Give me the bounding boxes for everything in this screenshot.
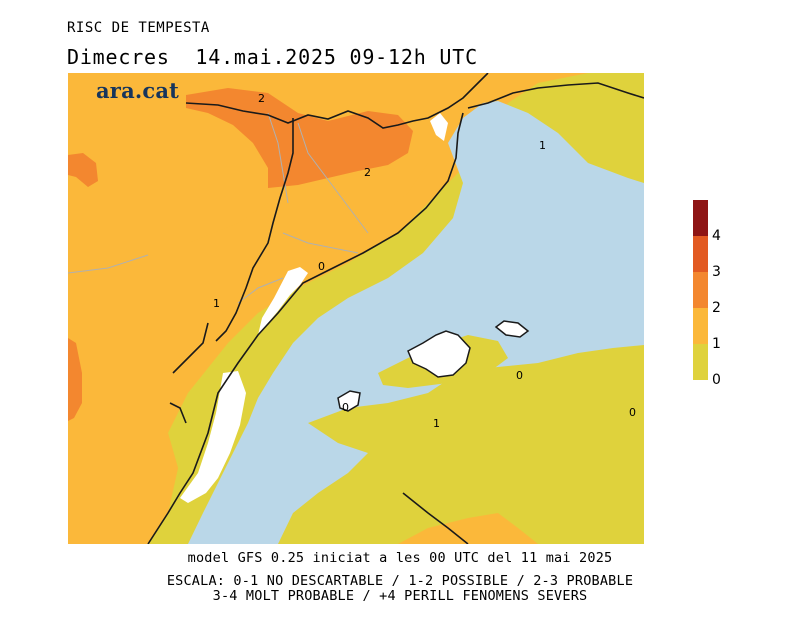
legend-swatch-level-1 <box>693 308 708 344</box>
legend-tick-4: 4 <box>712 228 721 244</box>
contour-label: 0 <box>629 406 636 419</box>
forecast-time-subtitle: Dimecres 14.mai.2025 09-12h UTC <box>67 45 478 69</box>
risk-legend <box>693 200 708 380</box>
legend-tick-2: 2 <box>712 300 721 316</box>
scale-description-line-1: ESCALA: 0-1 NO DESCARTABLE / 1-2 POSSIBL… <box>166 573 634 589</box>
risk-area-level-1 <box>68 93 443 544</box>
legend-swatch-level-3 <box>693 236 708 272</box>
ara-cat-logo: ara.cat <box>96 78 180 103</box>
model-info: model GFS 0.25 iniciat a les 00 UTC del … <box>187 550 613 566</box>
contour-label: 1 <box>213 297 220 310</box>
contour-label: 0 <box>318 260 325 273</box>
contour-label: 0 <box>342 401 349 414</box>
risk-area-level-1 <box>398 513 538 544</box>
legend-swatch-level-0 <box>693 344 708 380</box>
island-menorca <box>494 320 530 338</box>
contour-label: 2 <box>258 92 265 105</box>
island-ibiza <box>337 390 361 412</box>
legend-tick-3: 3 <box>712 264 721 280</box>
risk-area-level-2 <box>186 88 413 188</box>
contour-label: 2 <box>364 166 371 179</box>
legend-tick-0: 0 <box>712 372 721 388</box>
island-mallorca <box>407 330 471 378</box>
contour-label: 0 <box>516 369 523 382</box>
regional-boundaries <box>68 112 369 304</box>
no-data-area <box>258 267 308 335</box>
legend-swatch-level-2 <box>693 272 708 308</box>
no-data-area <box>430 113 448 141</box>
risk-area-level-2 <box>68 338 82 421</box>
no-data-area <box>180 371 246 503</box>
legend-swatch-level-4 <box>693 200 708 236</box>
contour-label: 1 <box>433 417 440 430</box>
map-title: RISC DE TEMPESTA <box>67 20 210 36</box>
risk-area-level-0 <box>278 345 644 544</box>
scale-description-line-2: 3-4 MOLT PROBABLE / +4 PERILL FENOMENS S… <box>212 588 588 604</box>
risk-area-level-2 <box>68 153 98 187</box>
country-borders <box>147 73 644 544</box>
storm-risk-map <box>68 73 644 544</box>
legend-tick-1: 1 <box>712 336 721 352</box>
contour-label: 1 <box>539 139 546 152</box>
